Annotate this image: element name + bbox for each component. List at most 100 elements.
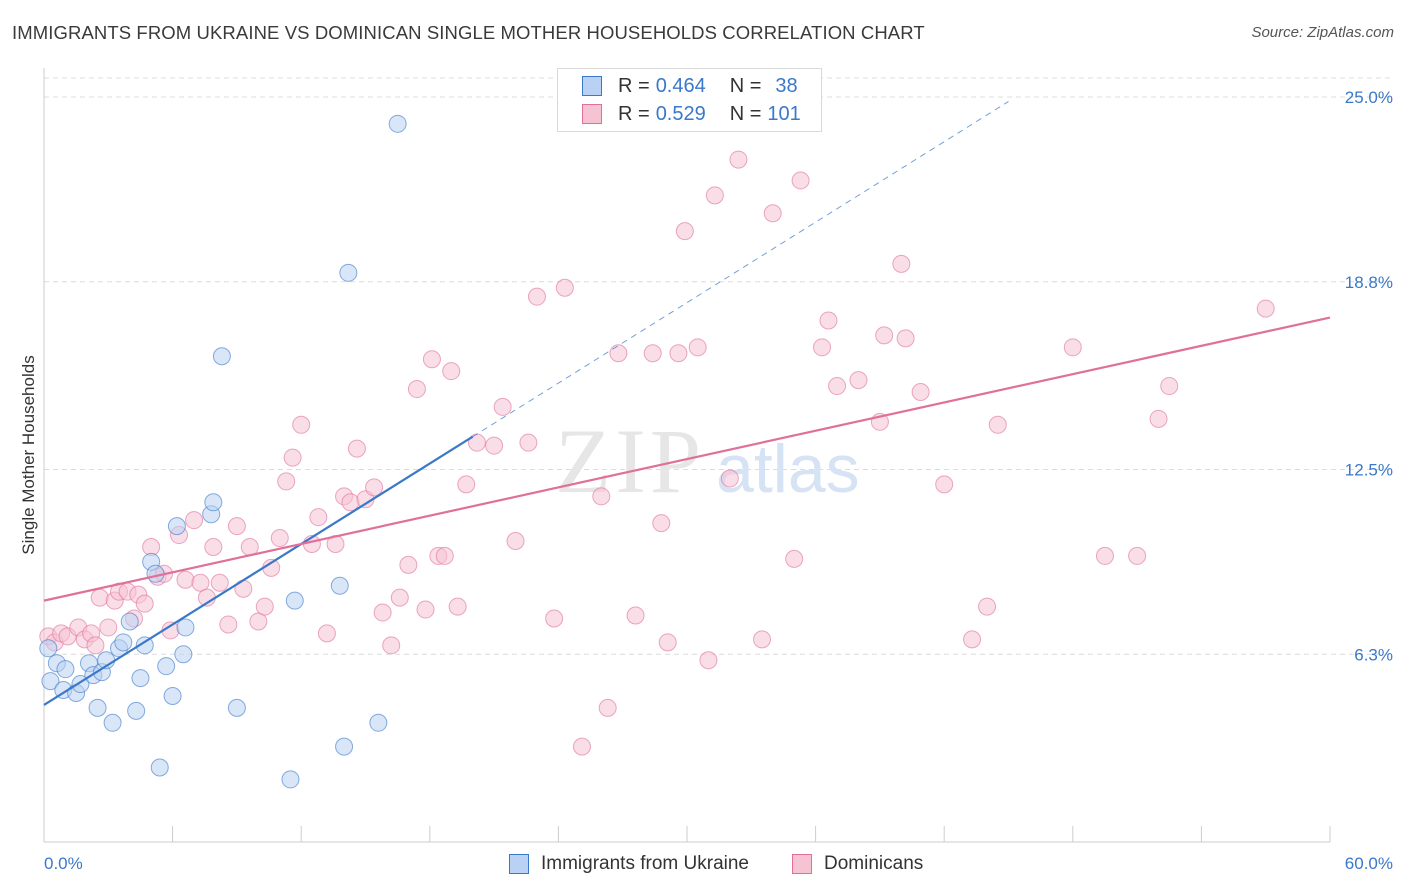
- dominican-point: [729, 150, 748, 169]
- legend-item-dominicans: Dominicans: [792, 852, 923, 876]
- ukraine-point: [212, 347, 231, 366]
- dominican-point: [896, 329, 915, 348]
- dominican-point: [457, 475, 476, 494]
- dominican-point: [390, 588, 409, 607]
- dominican-point: [309, 508, 328, 527]
- dominican-point: [791, 171, 810, 190]
- r-value: 0.529: [655, 102, 706, 125]
- ukraine-point: [369, 713, 388, 732]
- dominican-point: [219, 615, 238, 634]
- dominican-point: [135, 594, 154, 613]
- dominican-point: [555, 278, 574, 297]
- dominican-point: [435, 546, 454, 565]
- chart-title: IMMIGRANTS FROM UKRAINE VS DOMINICAN SIN…: [12, 22, 925, 43]
- ukraine-point: [163, 686, 182, 705]
- dominican-point: [407, 380, 426, 399]
- n-value: 101: [767, 102, 801, 125]
- dominican-point: [399, 555, 418, 574]
- dominican-point: [675, 222, 694, 241]
- dominican-point: [185, 511, 204, 530]
- dominican-point: [365, 478, 384, 497]
- ukraine-point: [120, 612, 139, 631]
- ukraine-point: [88, 698, 107, 717]
- ukraine-point: [174, 645, 193, 664]
- dominicans-legend-swatch: [792, 854, 812, 874]
- ukraine-swatch: [582, 76, 602, 96]
- dominican-point: [626, 606, 645, 625]
- dominican-point: [448, 597, 467, 616]
- dominican-point: [493, 397, 512, 416]
- dominican-point: [270, 529, 289, 548]
- dominican-point: [572, 737, 591, 756]
- ukraine-point: [330, 576, 349, 595]
- y-axis-label: Single Mother Households: [19, 355, 38, 554]
- ukraine-point: [281, 770, 300, 789]
- x-tick-label-min: 0.0%: [44, 854, 83, 873]
- dominican-point: [527, 287, 546, 306]
- dominican-point: [1095, 546, 1114, 565]
- dominican-point: [416, 600, 435, 619]
- legend-label-ukraine: Immigrants from Ukraine: [541, 853, 749, 874]
- dominican-point: [658, 633, 677, 652]
- dominican-point: [442, 362, 461, 381]
- ukraine-point: [135, 636, 154, 655]
- ukraine-point: [41, 672, 60, 691]
- dominican-point: [849, 371, 868, 390]
- ukraine-point: [335, 737, 354, 756]
- dominican-point: [90, 588, 109, 607]
- n-label: N =: [729, 102, 762, 125]
- x-tick-label-max: 60.0%: [1345, 854, 1393, 873]
- legend-label-dominicans: Dominicans: [824, 853, 924, 874]
- r-label: R =: [618, 74, 650, 97]
- ukraine-legend-swatch: [509, 854, 529, 874]
- n-value: 38: [775, 74, 798, 97]
- dominican-point: [1128, 546, 1147, 565]
- ukraine-point: [285, 591, 304, 610]
- dominican-point: [828, 377, 847, 396]
- dominican-point: [720, 469, 739, 488]
- dominican-point: [785, 549, 804, 568]
- y-tick-label: 25.0%: [1345, 88, 1393, 107]
- ukraine-point: [150, 758, 169, 777]
- y-tick-label: 6.3%: [1354, 645, 1393, 664]
- dominican-point: [978, 597, 997, 616]
- ukraine-point: [114, 633, 133, 652]
- ukraine-point: [157, 657, 176, 676]
- dominican-point: [99, 618, 118, 637]
- ukraine-point: [339, 263, 358, 282]
- n-label: N =: [729, 74, 762, 97]
- dominican-point: [347, 439, 366, 458]
- ukraine-point: [388, 114, 407, 133]
- stats-legend-row-dominicans: R = 0.529 N = 101: [582, 100, 801, 128]
- dominican-point: [227, 517, 246, 536]
- dominican-point: [1063, 338, 1082, 357]
- watermark-atlas: atlas: [716, 431, 860, 507]
- ukraine-point: [227, 698, 246, 717]
- dominican-point: [892, 254, 911, 273]
- dominican-point: [292, 415, 311, 434]
- r-value: 0.464: [655, 74, 706, 97]
- dominican-point: [422, 350, 441, 369]
- dominican-point: [277, 472, 296, 491]
- dominican-point: [598, 698, 617, 717]
- dominican-point: [249, 612, 268, 631]
- dominican-point: [911, 383, 930, 402]
- ukraine-point: [167, 517, 186, 536]
- r-label: R =: [618, 102, 650, 125]
- dominican-point: [652, 514, 671, 533]
- ukraine-point: [204, 493, 223, 512]
- dominican-point: [875, 326, 894, 345]
- dominican-point: [255, 597, 274, 616]
- dominican-point: [1160, 377, 1179, 396]
- dominican-point: [1149, 409, 1168, 428]
- y-tick-label: 18.8%: [1345, 273, 1393, 292]
- dominican-point: [592, 487, 611, 506]
- dominican-point: [609, 344, 628, 363]
- dominican-point: [763, 204, 782, 223]
- dominican-point: [813, 338, 832, 357]
- dominican-point: [176, 570, 195, 589]
- dominican-point: [688, 338, 707, 357]
- dominican-point: [643, 344, 662, 363]
- ukraine-point: [103, 713, 122, 732]
